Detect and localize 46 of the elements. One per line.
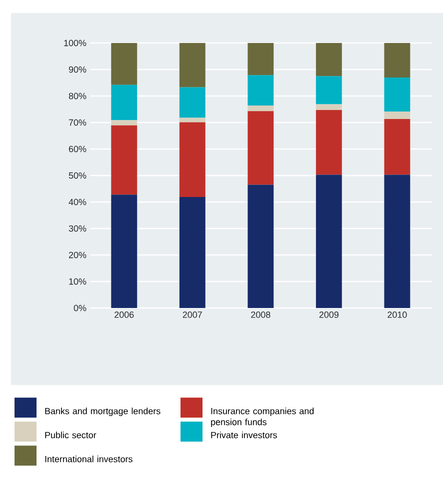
- legend-label: Private investors: [211, 432, 277, 438]
- y-tick-label: 10%: [69, 278, 86, 285]
- bar: [248, 184, 274, 308]
- bar: [316, 110, 342, 175]
- x-tick-label: 2010: [388, 312, 407, 318]
- x-tick-label: 2006: [114, 312, 134, 318]
- bar: [179, 87, 206, 118]
- bar: [384, 42, 410, 78]
- bar: [111, 125, 138, 195]
- x-tick-label: 2009: [319, 312, 338, 318]
- bar: [179, 118, 206, 122]
- bar: [248, 75, 274, 106]
- bar: [316, 174, 342, 308]
- bar: [316, 42, 342, 76]
- bar: [111, 194, 138, 308]
- y-tick-label: 20%: [68, 252, 86, 258]
- x-tick-label: 2007: [182, 312, 202, 318]
- y-tick-label: 50%: [68, 172, 86, 179]
- bar: [384, 77, 410, 112]
- x-tick-label: 2008: [251, 312, 270, 318]
- bar: [384, 112, 410, 120]
- bar: [384, 119, 410, 175]
- bar: [248, 106, 274, 112]
- bar: [111, 42, 138, 85]
- bar: [111, 120, 138, 126]
- bar: [384, 174, 410, 308]
- bar: [179, 196, 206, 308]
- bar: [316, 104, 342, 110]
- bar: [179, 42, 206, 88]
- legend-label: International investors: [45, 456, 132, 462]
- bar: [248, 42, 274, 76]
- y-tick-label: 100%: [64, 40, 86, 46]
- y-tick-label: 0%: [74, 304, 86, 312]
- legend-label: Banks and mortgage lenders: [45, 408, 160, 416]
- bar: [111, 84, 138, 120]
- y-tick-label: 60%: [68, 146, 86, 152]
- y-tick-label: 40%: [68, 198, 86, 206]
- y-tick-label: 80%: [68, 92, 86, 100]
- y-tick-label: 70%: [68, 119, 86, 126]
- bar: [179, 122, 206, 197]
- bar: [316, 76, 342, 104]
- y-tick-label: 90%: [68, 66, 86, 73]
- legend-label: Public sector: [45, 432, 96, 438]
- bar: [248, 111, 274, 185]
- y-tick-label: 30%: [68, 225, 86, 232]
- legend-label: Insurance companies and pension funds: [211, 408, 314, 427]
